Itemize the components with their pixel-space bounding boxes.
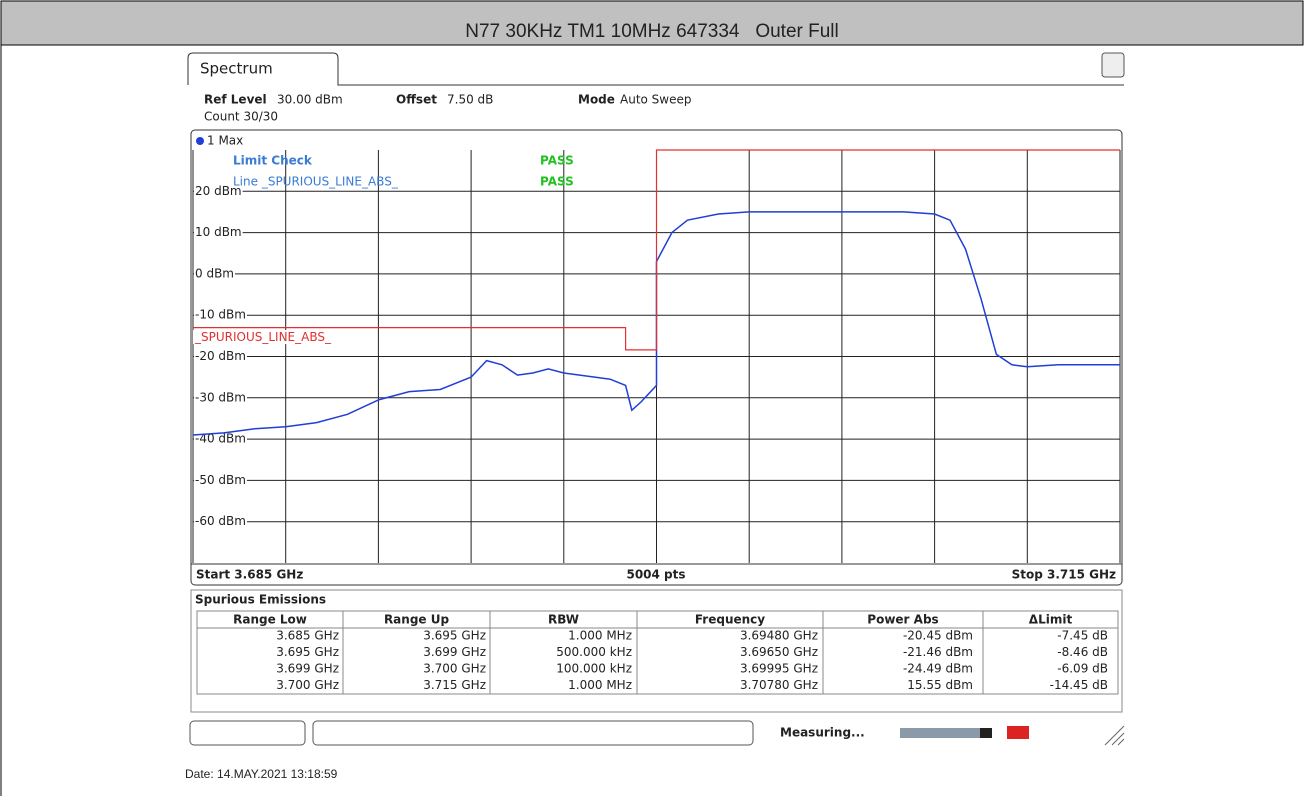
y-tick-label: -30 dBm	[195, 390, 246, 404]
label-bg	[194, 183, 243, 198]
column-header: Range Up	[384, 613, 450, 627]
table-cell: -6.09 dB	[1057, 662, 1108, 676]
table-cell: -21.46 dBm	[903, 645, 973, 659]
status-box	[189, 720, 306, 746]
label-bg	[194, 431, 247, 446]
trace-dot	[196, 137, 204, 145]
table-cell: -14.45 dB	[1050, 678, 1108, 692]
table-cell: 3.699 GHz	[423, 645, 486, 659]
table-cell: -24.49 dBm	[903, 662, 973, 676]
label-bg	[194, 390, 247, 405]
table-cell: -7.45 dB	[1057, 629, 1108, 643]
table-cell: -20.45 dBm	[903, 629, 973, 643]
header-title: N77 30KHz TM1 10MHz 647334 Outer Full	[465, 21, 839, 42]
label-bg	[193, 330, 333, 345]
y-tick-label: -40 dBm	[195, 432, 246, 446]
table-cell: 15.55 dBm	[907, 678, 973, 692]
label-bg	[194, 514, 247, 529]
trace	[192, 211, 1120, 436]
line-check: Line _SPURIOUS_LINE_ABS_	[233, 175, 399, 189]
table-cell: 3.69995 GHz	[740, 662, 818, 676]
table-cell: 1.000 MHz	[568, 629, 632, 643]
label-bg	[194, 472, 247, 487]
limit-line-label: _SPURIOUS_LINE_ABS_	[194, 330, 332, 344]
tab-label: Spectrum	[200, 60, 273, 78]
label-bg	[194, 307, 247, 322]
menu-button[interactable]	[1101, 52, 1125, 78]
table-cell: 3.685 GHz	[276, 629, 339, 643]
limit-line	[193, 149, 1120, 351]
line-check-result: PASS	[540, 175, 574, 189]
offset-label: Offset	[396, 93, 437, 107]
table-body	[196, 610, 1119, 695]
table-cell: 3.70780 GHz	[740, 678, 818, 692]
column-header: Range Low	[233, 613, 307, 627]
limit-check-result: PASS	[540, 154, 574, 168]
resize-grip	[1104, 725, 1125, 746]
table-cell: 1.000 MHz	[568, 678, 632, 692]
y-tick-label: 20 dBm	[195, 184, 242, 198]
header-bar	[0, 0, 1304, 46]
mode: Auto Sweep	[620, 93, 692, 107]
table-cell: -8.46 dB	[1057, 645, 1108, 659]
table-cell: 500.000 kHz	[556, 645, 632, 659]
table-cell: 3.695 GHz	[276, 645, 339, 659]
points-label: 5004 pts	[626, 568, 685, 582]
table-cell: 3.700 GHz	[423, 662, 486, 676]
table-cell: 100.000 kHz	[556, 662, 632, 676]
table-cell: 3.69480 GHz	[740, 629, 818, 643]
column-header: RBW	[548, 613, 579, 627]
table-cell: 3.69650 GHz	[740, 645, 818, 659]
y-tick-label: -20 dBm	[195, 349, 246, 363]
table-cell: 3.700 GHz	[276, 678, 339, 692]
ref-level-label: Ref Level	[204, 93, 267, 107]
status-box	[312, 720, 754, 746]
y-tick-label: -50 dBm	[195, 473, 246, 487]
status-icon	[1007, 726, 1029, 739]
table-cell: 3.695 GHz	[423, 629, 486, 643]
stop-label: Stop 3.715 GHz	[1012, 568, 1116, 582]
ref-level: 30.00 dBm	[277, 93, 343, 107]
progress	[980, 728, 992, 738]
offset: 7.50 dB	[447, 93, 493, 107]
y-tick-label: 0 dBm	[195, 266, 234, 280]
status: Measuring...	[780, 726, 865, 740]
start-label: Start 3.685 GHz	[196, 568, 303, 582]
limit-check: Limit Check	[233, 154, 313, 168]
label-bg	[194, 349, 247, 363]
y-tick-label: -10 dBm	[195, 308, 246, 322]
y-tick-label: 10 dBm	[195, 225, 242, 239]
label-bg	[194, 225, 243, 240]
label-bg	[194, 266, 235, 281]
column-header: ΔLimit	[1029, 613, 1073, 627]
mode-label: Mode	[578, 93, 615, 107]
table-cell: 3.715 GHz	[423, 678, 486, 692]
y-tick-label: -60 dBm	[195, 514, 246, 528]
table-title: Spurious Emissions	[195, 593, 326, 607]
legend-entry: 1 Max	[207, 134, 243, 148]
column-header: Power Abs	[867, 613, 938, 627]
count: Count 30/30	[204, 110, 278, 124]
column-header: Frequency	[695, 613, 765, 627]
progress	[900, 728, 980, 738]
date: Date: 14.MAY.2021 13:18:59	[185, 767, 338, 781]
tab-outline	[187, 52, 1124, 86]
table-cell: 3.699 GHz	[276, 662, 339, 676]
